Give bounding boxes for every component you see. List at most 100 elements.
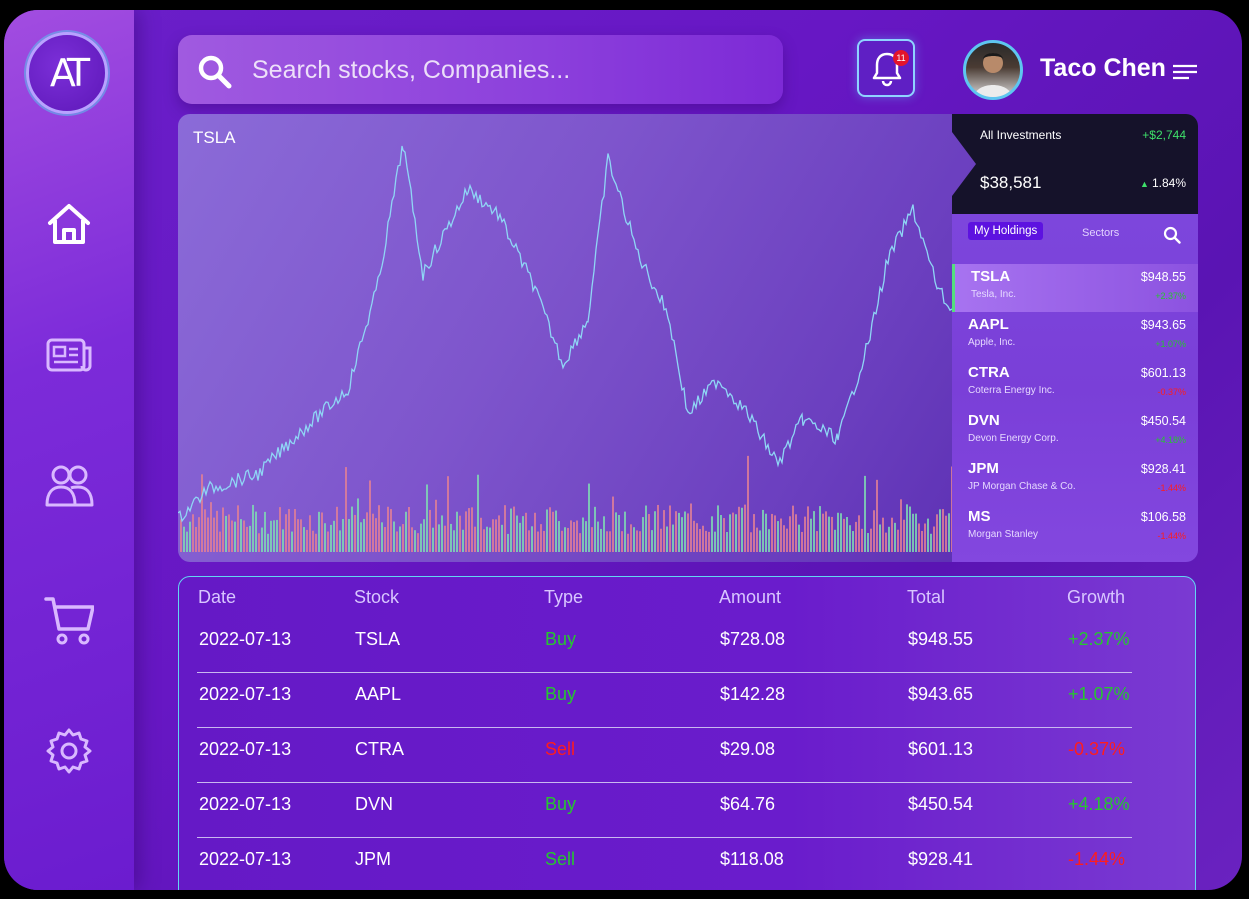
cell-date: 2022-07-13 <box>199 794 292 814</box>
volume-bar <box>405 511 407 552</box>
cell-type: Buy <box>545 794 577 814</box>
avatar[interactable] <box>963 40 1023 100</box>
volume-bar <box>423 519 425 552</box>
col-header-type: Type <box>544 587 584 607</box>
volume-bar <box>681 517 683 552</box>
volume-bar <box>567 527 569 552</box>
volume-bar <box>444 525 446 552</box>
volume-bar <box>561 530 563 552</box>
table-row[interactable]: 2022-07-13 AAPL Buy $142.28 $943.65 +1.0… <box>197 672 1132 728</box>
volume-bar <box>417 533 419 552</box>
holding-change: -0.37% <box>1157 387 1186 397</box>
cell-growth: +2.37% <box>1068 629 1130 649</box>
holdings-search-icon[interactable] <box>1163 226 1181 244</box>
volume-bar <box>705 530 707 552</box>
volume-bar <box>879 524 881 552</box>
table-row[interactable]: 2022-07-13 DVN Buy $64.76 $450.54 +4.18% <box>197 782 1132 838</box>
volume-bar <box>882 517 884 552</box>
volume-bar <box>393 521 395 552</box>
volume-bar <box>537 531 539 552</box>
volume-bar <box>267 533 269 552</box>
volume-bar <box>303 527 305 552</box>
volume-bar <box>399 526 401 552</box>
hamburger-menu-icon[interactable] <box>1173 64 1197 80</box>
app-window: AT <box>4 10 1242 890</box>
app-logo[interactable]: AT <box>26 32 108 114</box>
volume-bar <box>648 514 650 552</box>
volume-bar <box>873 510 875 552</box>
price-chart[interactable] <box>178 114 958 562</box>
volume-bar <box>588 483 590 552</box>
cell-total: $601.13 <box>908 739 974 759</box>
search-icon[interactable] <box>196 53 232 89</box>
volume-bar <box>192 514 194 552</box>
volume-bar <box>495 519 497 552</box>
volume-bar <box>270 520 272 552</box>
volume-bar <box>507 533 509 552</box>
news-icon[interactable] <box>44 330 94 380</box>
notifications-button[interactable]: 11 <box>857 39 915 97</box>
volume-bar <box>759 530 761 552</box>
volume-bar <box>333 520 335 552</box>
volume-bar <box>612 496 614 552</box>
volume-bar <box>501 524 503 552</box>
holding-item-aapl[interactable]: AAPL Apple, Inc. $943.65 +1.07% <box>952 312 1198 360</box>
volume-bar <box>903 519 905 552</box>
volume-bar <box>915 513 917 552</box>
volume-bar <box>519 522 521 552</box>
volume-bar <box>807 506 809 552</box>
volume-bar <box>201 474 203 552</box>
cell-growth: +4.18% <box>1068 794 1130 814</box>
volume-bar <box>753 514 755 552</box>
table-row[interactable]: 2022-07-13 JPM Sell $118.08 $928.41 -1.4… <box>197 837 1132 890</box>
holding-item-dvn[interactable]: DVN Devon Energy Corp. $450.54 +4.18% <box>952 408 1198 456</box>
volume-bar <box>696 523 698 552</box>
holding-name: JP Morgan Chase & Co. <box>968 481 1076 492</box>
volume-bar <box>942 509 944 552</box>
holding-item-jpm[interactable]: JPM JP Morgan Chase & Co. $928.41 -1.44% <box>952 456 1198 504</box>
volume-bar <box>750 532 752 552</box>
volume-bar <box>378 505 380 552</box>
volume-bar <box>912 513 914 552</box>
volume-bar <box>600 528 602 552</box>
volume-bar <box>729 514 731 552</box>
search-input[interactable] <box>250 45 754 95</box>
volume-bar <box>816 531 818 552</box>
holding-item-tsla[interactable]: TSLA Tesla, Inc. $948.55 +2.37% <box>952 264 1198 312</box>
volume-bar <box>558 521 560 552</box>
volume-bar <box>828 516 830 552</box>
cell-type: Sell <box>545 739 576 759</box>
volume-bar <box>708 531 710 552</box>
volume-bar <box>510 508 512 552</box>
holding-price: $948.55 <box>1140 270 1186 284</box>
volume-bar <box>348 519 350 552</box>
investments-label: All Investments <box>980 128 1062 142</box>
home-icon[interactable] <box>44 200 94 250</box>
cell-amount: $64.76 <box>720 794 776 814</box>
tab-my-holdings[interactable]: My Holdings <box>968 222 1044 240</box>
table-row[interactable]: 2022-07-13 TSLA Buy $728.08 $948.55 +2.3… <box>197 617 1132 673</box>
cart-icon[interactable] <box>44 595 94 645</box>
volume-bar <box>513 506 515 552</box>
holding-price: $450.54 <box>1140 414 1186 428</box>
cell-growth: -0.37% <box>1068 739 1126 759</box>
holding-price: $928.41 <box>1140 462 1186 476</box>
user-name[interactable]: Taco Chen <box>1040 54 1166 82</box>
volume-bar <box>714 531 716 552</box>
volume-bar <box>222 507 224 552</box>
price-line <box>178 145 953 523</box>
volume-bar <box>315 533 317 552</box>
volume-bar <box>579 533 581 552</box>
volume-bar <box>492 519 494 552</box>
volume-bar <box>453 530 455 552</box>
holding-item-ms[interactable]: MS Morgan Stanley $106.58 -1.44% <box>952 504 1198 552</box>
users-icon[interactable] <box>44 460 94 510</box>
table-row[interactable]: 2022-07-13 CTRA Sell $29.08 $601.13 -0.3… <box>197 727 1132 783</box>
volume-bar <box>864 475 866 552</box>
holding-item-ctra[interactable]: CTRA Coterra Energy Inc. $601.13 -0.37% <box>952 360 1198 408</box>
volume-bar <box>795 514 797 552</box>
settings-icon[interactable] <box>44 726 94 776</box>
tab-sectors[interactable]: Sectors <box>1082 227 1120 239</box>
volume-bar <box>843 518 845 552</box>
volume-bar <box>543 530 545 552</box>
